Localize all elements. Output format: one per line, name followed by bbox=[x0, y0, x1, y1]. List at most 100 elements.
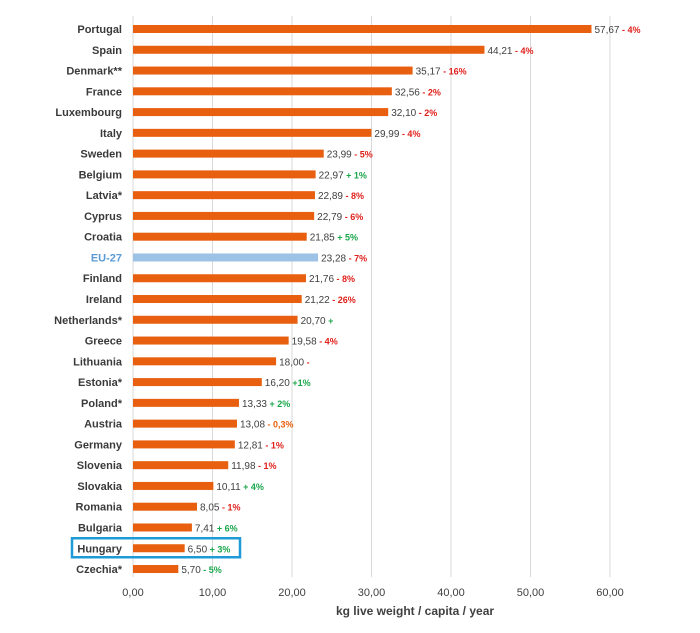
category-label: Luxembourg bbox=[55, 107, 122, 119]
change-label: - 1% bbox=[256, 461, 277, 471]
bar bbox=[133, 378, 262, 387]
value-label: 21,22 bbox=[305, 295, 330, 306]
bar bbox=[133, 128, 372, 137]
data-label: 23,28 - 7% bbox=[321, 253, 367, 264]
value-label: 21,76 bbox=[309, 274, 334, 285]
value-label: 22,79 bbox=[317, 212, 342, 223]
value-label: 18,00 bbox=[279, 357, 304, 368]
bar bbox=[133, 295, 302, 304]
value-label: 7,41 bbox=[195, 523, 215, 534]
bar bbox=[133, 66, 413, 75]
value-label: 23,28 bbox=[321, 253, 346, 264]
category-label: Cyprus bbox=[84, 211, 122, 223]
value-label: 13,08 bbox=[240, 420, 265, 431]
bars bbox=[133, 25, 592, 574]
category-label: Latvia* bbox=[86, 190, 123, 202]
change-label: - bbox=[304, 357, 310, 367]
change-label: +1% bbox=[290, 378, 311, 388]
data-label: 11,98 - 1% bbox=[231, 461, 276, 472]
change-label: - 5% bbox=[201, 565, 222, 575]
change-label: - 8% bbox=[334, 274, 355, 284]
value-label: 57,67 bbox=[594, 25, 619, 36]
bar bbox=[133, 274, 306, 283]
labels: Portugal 57,67 - 4% Spain 44,21 - 4% Denmark… bbox=[54, 24, 640, 576]
change-label: - 5% bbox=[352, 150, 373, 160]
change-label: - 4% bbox=[399, 129, 420, 139]
value-label: 10,11 bbox=[216, 482, 241, 493]
category-label: Portugal bbox=[77, 24, 122, 36]
value-label: 22,89 bbox=[318, 191, 343, 202]
value-label: 22,97 bbox=[319, 170, 344, 181]
category-label: Greece bbox=[85, 336, 122, 348]
change-label: + 1% bbox=[344, 170, 367, 180]
change-label: - 1% bbox=[219, 503, 240, 513]
category-label: France bbox=[86, 86, 122, 98]
bar bbox=[133, 87, 392, 96]
category-label: Sweden bbox=[80, 149, 122, 161]
category-label: Slovakia bbox=[77, 481, 123, 493]
category-label: Finland bbox=[83, 273, 122, 285]
change-label: - 26% bbox=[330, 295, 356, 305]
data-label: 21,76 - 8% bbox=[309, 274, 355, 285]
value-label: 32,10 bbox=[391, 108, 416, 119]
value-label: 23,99 bbox=[327, 150, 352, 161]
x-tick-label: 10,00 bbox=[199, 587, 227, 599]
data-label: 13,33 + 2% bbox=[242, 399, 290, 410]
data-label: 20,70 + bbox=[301, 316, 334, 327]
bar bbox=[133, 25, 592, 33]
change-label: - 8% bbox=[343, 191, 364, 201]
category-label: Poland* bbox=[81, 398, 123, 410]
category-label: EU-27 bbox=[91, 252, 122, 264]
x-axis-title: kg live weight / capita / year bbox=[336, 604, 494, 618]
value-label: 19,58 bbox=[292, 337, 317, 348]
bar bbox=[133, 544, 185, 553]
change-label: - 6% bbox=[342, 212, 363, 222]
data-label: 22,97 + 1% bbox=[319, 170, 367, 181]
value-label: 29,99 bbox=[374, 129, 399, 140]
value-label: 5,70 bbox=[181, 565, 201, 576]
data-label: 6,50 + 3% bbox=[188, 544, 231, 555]
x-axis-ticks: 0,00 10,00 20,00 30,00 40,00 50,00 60,00 bbox=[122, 587, 623, 599]
bar bbox=[133, 502, 197, 511]
category-label: Denmark** bbox=[66, 66, 122, 78]
bar bbox=[133, 232, 307, 241]
data-label: 12,81 - 1% bbox=[238, 440, 284, 451]
category-label: Bulgaria bbox=[78, 522, 123, 534]
category-label: Lithuania bbox=[73, 356, 123, 368]
x-tick-label: 0,00 bbox=[122, 587, 143, 599]
data-label: 44,21 - 4% bbox=[487, 46, 533, 57]
change-label: + 6% bbox=[214, 523, 237, 533]
change-label: + 2% bbox=[267, 399, 290, 409]
change-label: - 2% bbox=[420, 87, 441, 97]
value-label: 13,33 bbox=[242, 399, 267, 410]
data-label: 21,85 + 5% bbox=[310, 233, 358, 244]
bar bbox=[133, 108, 389, 117]
change-label: - 4% bbox=[513, 46, 534, 56]
change-label: + bbox=[326, 316, 334, 326]
bar bbox=[133, 523, 192, 532]
change-label: - 4% bbox=[317, 337, 338, 347]
data-label: 23,99 - 5% bbox=[327, 150, 373, 161]
bar bbox=[133, 211, 315, 220]
bar bbox=[133, 461, 229, 470]
category-label: Germany bbox=[74, 439, 123, 451]
category-label: Spain bbox=[92, 45, 122, 57]
value-label: 11,98 bbox=[231, 461, 256, 472]
change-label: - 1% bbox=[263, 440, 284, 450]
data-label: 21,22 - 26% bbox=[305, 295, 356, 306]
change-label: - 7% bbox=[346, 253, 367, 263]
x-tick-label: 20,00 bbox=[278, 587, 306, 599]
value-label: 20,70 bbox=[301, 316, 326, 327]
x-tick-label: 60,00 bbox=[596, 587, 624, 599]
category-label: Belgium bbox=[79, 169, 123, 181]
x-tick-label: 50,00 bbox=[517, 587, 545, 599]
change-label: + 3% bbox=[207, 544, 230, 554]
value-label: 6,50 bbox=[188, 544, 208, 555]
x-tick-label: 30,00 bbox=[358, 587, 386, 599]
value-label: 32,56 bbox=[395, 87, 420, 98]
change-label: - 2% bbox=[416, 108, 437, 118]
category-label: Ireland bbox=[86, 294, 122, 306]
change-label: + 5% bbox=[335, 233, 358, 243]
data-label: 22,89 - 8% bbox=[318, 191, 364, 202]
